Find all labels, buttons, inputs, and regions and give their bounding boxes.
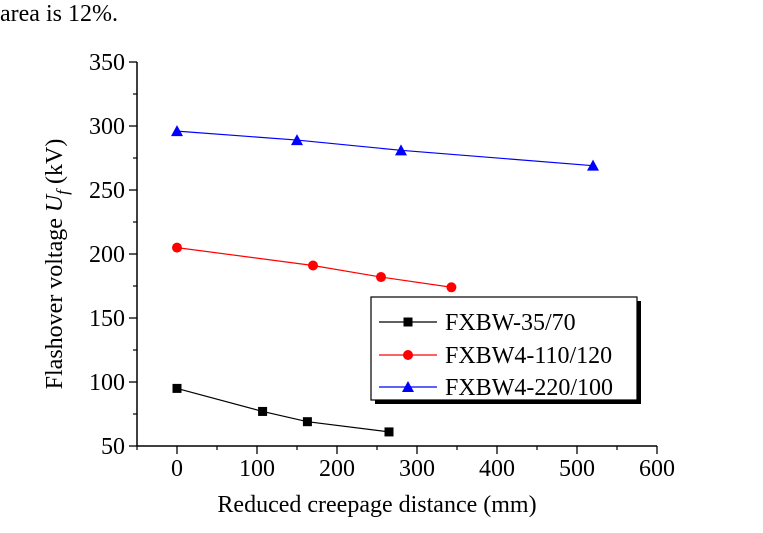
series-2-data-point bbox=[172, 242, 182, 253]
chart-series-markers bbox=[171, 125, 599, 437]
series-3-data-point bbox=[171, 125, 183, 137]
series-line-1 bbox=[176, 387, 390, 433]
y-tick-label: 150 bbox=[89, 306, 125, 332]
y-tick-label: 100 bbox=[89, 370, 125, 396]
chart-series-lines bbox=[176, 130, 594, 433]
series-1-data-point bbox=[302, 417, 312, 427]
x-tick-label: 200 bbox=[319, 456, 355, 482]
y-tick-label: 250 bbox=[89, 178, 125, 204]
series-3-data-point bbox=[587, 159, 599, 171]
series-3-data-point bbox=[395, 144, 407, 156]
y-axis-label-text-start: Flashover voltage bbox=[42, 212, 68, 389]
series-2-data-point bbox=[376, 272, 386, 283]
caption-fragment: area is 12%. bbox=[0, 1, 118, 27]
series-1-data-point bbox=[172, 383, 182, 393]
legend-marker-2 bbox=[403, 350, 413, 360]
series-2-data-point bbox=[308, 260, 318, 271]
series-line-2 bbox=[176, 247, 452, 288]
series-1-data-point bbox=[384, 427, 394, 437]
y-tick-label: 200 bbox=[89, 242, 125, 268]
legend-label-1: FXBW-35/70 bbox=[445, 310, 576, 336]
x-tick-label: 100 bbox=[239, 456, 275, 482]
y-axis-label-unit: (kV) bbox=[42, 139, 68, 190]
series-3-data-point bbox=[291, 134, 303, 146]
y-tick-label: 300 bbox=[89, 114, 125, 140]
legend-marker-3 bbox=[402, 381, 414, 392]
legend-marker-1 bbox=[403, 317, 413, 327]
y-axis-label-symbol: U bbox=[42, 193, 68, 212]
chart-legend: FXBW-35/70 FXBW4-110/120 FXBW4-220/100 bbox=[370, 296, 641, 404]
legend-frame bbox=[370, 296, 638, 401]
x-tick-label: 0 bbox=[171, 456, 183, 482]
y-axis-label-subscript: f bbox=[53, 188, 72, 195]
x-tick-label: 500 bbox=[559, 456, 595, 482]
y-axis-label: Flashover voltage Uf (kV) bbox=[42, 139, 72, 390]
x-tick-label: 400 bbox=[479, 456, 515, 482]
chart-axes: 0 100 200 300 400 500 600 50 100 150 200 250 300 350 R… bbox=[42, 50, 675, 518]
x-tick-label: 600 bbox=[639, 456, 675, 482]
legend-label-2: FXBW4-110/120 bbox=[445, 343, 612, 369]
series-2-data-point bbox=[446, 282, 457, 293]
y-tick-label: 50 bbox=[101, 434, 125, 460]
y-tick-label: 350 bbox=[89, 50, 125, 76]
series-1-data-point bbox=[258, 406, 268, 416]
legend-label-3: FXBW4-220/100 bbox=[445, 375, 613, 401]
x-tick-label: 300 bbox=[399, 456, 435, 482]
series-line-3 bbox=[176, 130, 594, 167]
x-axis-label: Reduced creepage distance (mm) bbox=[217, 492, 536, 518]
